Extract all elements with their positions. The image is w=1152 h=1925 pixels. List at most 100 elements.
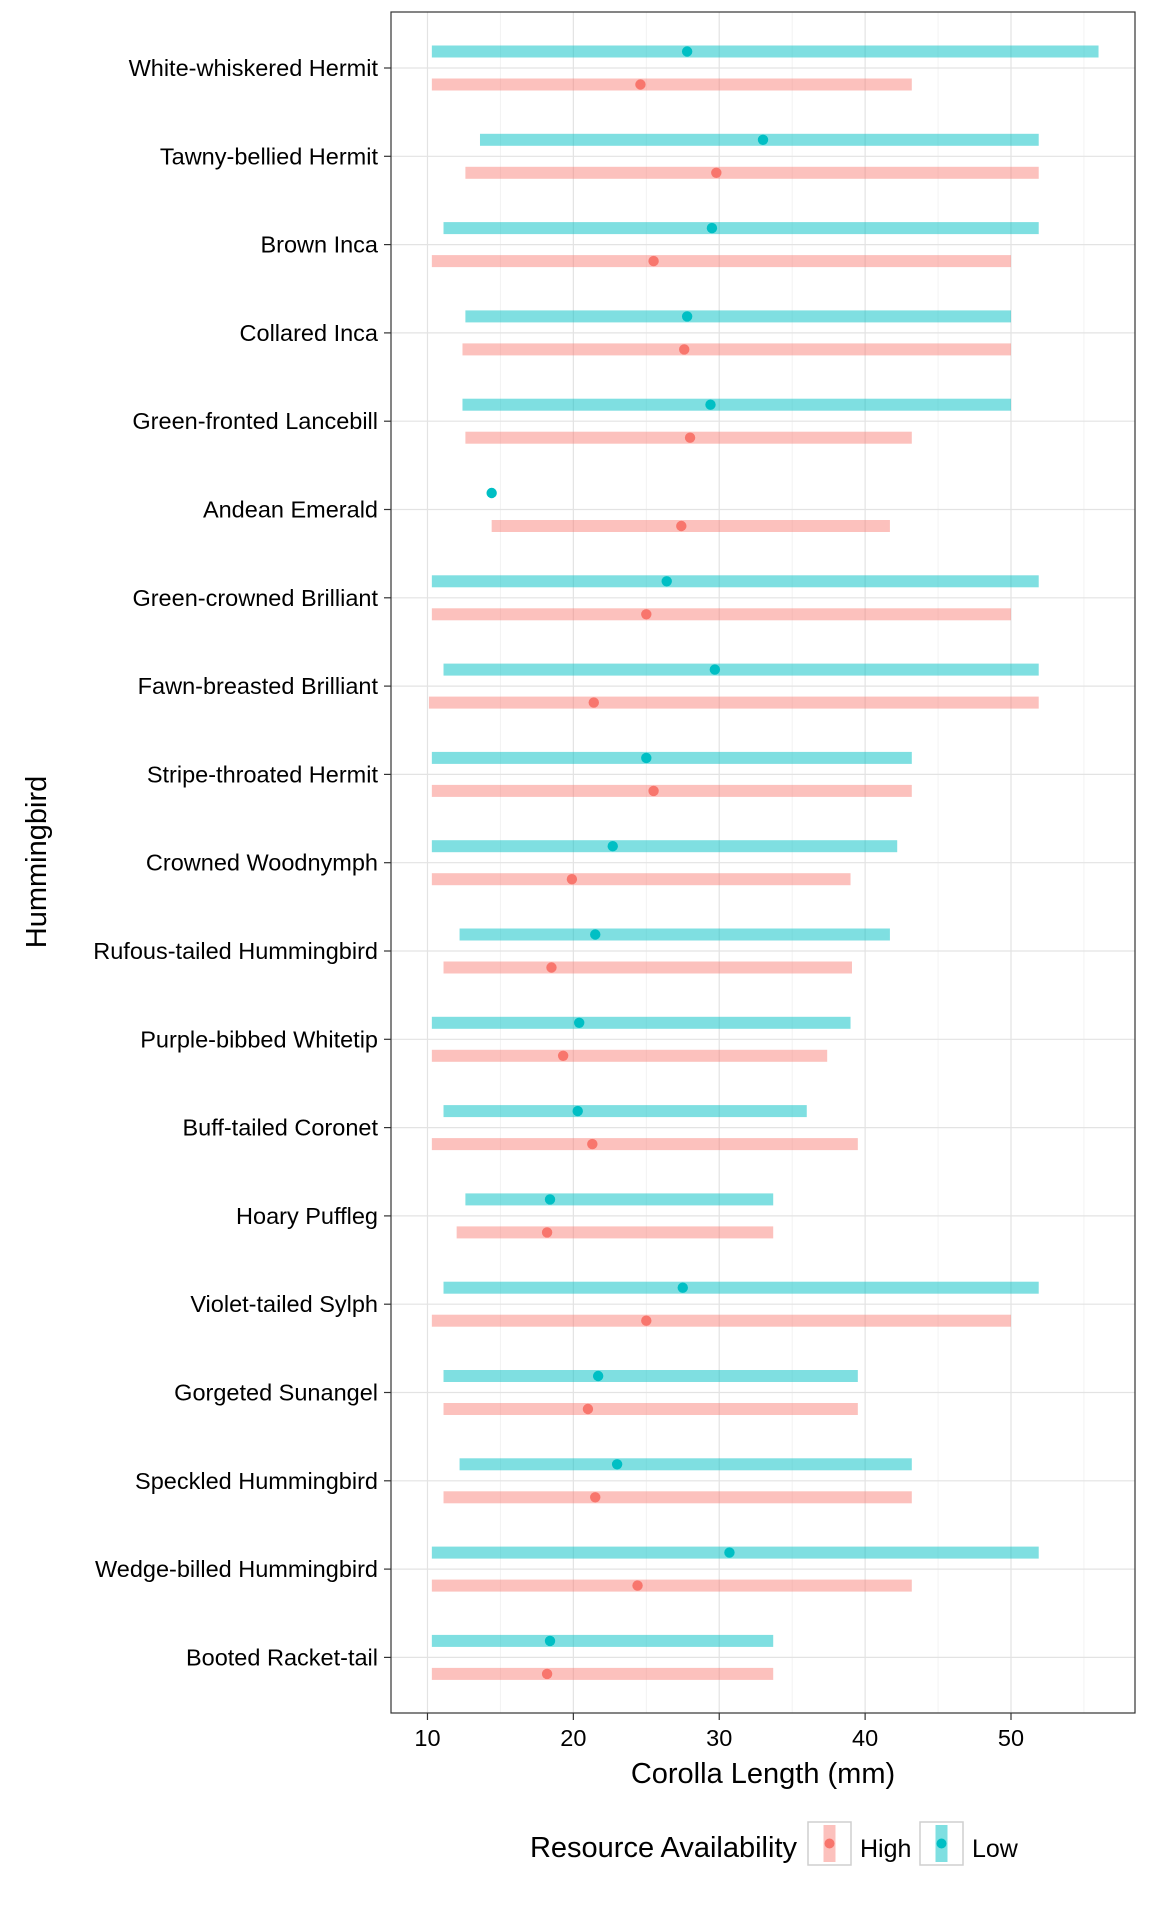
range-bar-low (443, 1370, 858, 1382)
range-bar-high (431, 1049, 828, 1062)
mean-point-high (635, 79, 646, 90)
mean-point-low (590, 929, 601, 940)
mean-point-low (611, 1459, 623, 1470)
y-tick-label: Booted Racket-tail (186, 1644, 378, 1670)
mean-point-low (681, 311, 693, 322)
y-tick-label: Stripe-throated Hermit (147, 761, 379, 787)
mean-point-high (541, 1668, 553, 1680)
mean-point-high (587, 1138, 598, 1150)
legend-dot-high (824, 1838, 835, 1849)
mean-point-high (588, 697, 599, 708)
mean-point-low (724, 1547, 735, 1558)
mean-point-low (544, 1635, 556, 1647)
mean-point-low (641, 752, 652, 764)
y-axis-title: Hummingbird (21, 776, 53, 948)
range-bar-high (462, 343, 1011, 356)
range-bar-high (431, 255, 1011, 268)
x-tick-label: 30 (706, 1725, 732, 1751)
y-tick-label: White-whiskered Hermit (129, 55, 379, 81)
range-bar-low (431, 840, 898, 853)
range-bar-low (462, 398, 1011, 411)
mean-point-high (641, 609, 652, 620)
y-tick-label: Gorgeted Sunangel (174, 1380, 378, 1406)
mean-point-high (648, 785, 659, 797)
range-bar-high (443, 1403, 858, 1415)
y-tick-label: Brown Inca (260, 232, 378, 258)
range-bar-high (431, 1667, 774, 1680)
y-tick-label: Buff-tailed Coronet (182, 1115, 378, 1141)
range-bar-high (443, 1491, 912, 1504)
x-tick-label: 20 (560, 1725, 586, 1751)
x-axis-title: Corolla Length (mm) (631, 1758, 895, 1790)
mean-point-low (572, 1105, 583, 1117)
range-bar-high (431, 873, 851, 886)
range-bar-high (431, 1314, 1011, 1327)
x-tick-label: 10 (414, 1725, 440, 1751)
y-tick-label: Purple-bibbed Whitetip (140, 1026, 378, 1052)
range-bar-low (431, 1546, 1039, 1559)
mean-point-high (679, 344, 690, 355)
mean-point-high (582, 1403, 594, 1415)
mean-point-low (677, 1282, 688, 1293)
mean-point-low (709, 664, 721, 675)
mean-point-high (557, 1050, 569, 1062)
y-tick-label: Hoary Puffleg (236, 1203, 378, 1229)
mean-point-high (632, 1580, 643, 1591)
legend-label-high: High (860, 1835, 911, 1863)
mean-point-high (711, 167, 722, 178)
range-bar-high (443, 961, 852, 974)
x-tick-label: 50 (998, 1725, 1024, 1751)
axes: White-whiskered Hermit Tawny-bellied Herm… (93, 55, 1024, 1751)
mean-point-low (661, 576, 672, 587)
y-tick-label: Rufous-tailed Hummingbird (93, 938, 378, 964)
y-tick-label: Tawny-bellied Hermit (160, 143, 379, 169)
mean-point-low (592, 1370, 604, 1382)
mean-point-high (648, 255, 659, 267)
y-tick-label: Fawn-breasted Brilliant (138, 673, 379, 699)
range-bar-high (431, 784, 912, 797)
y-tick-label: Andean Emerald (203, 497, 378, 523)
mean-point-high (676, 520, 687, 532)
range-bar-high (428, 696, 1039, 709)
grid (391, 12, 1135, 1713)
y-tick-label: Crowned Woodnymph (146, 850, 378, 876)
y-tick-label: Green-fronted Lancebill (132, 408, 378, 434)
range-bar-low (465, 1193, 774, 1206)
range-bar-low (459, 928, 890, 941)
legend-label-low: Low (972, 1835, 1019, 1863)
range-bar-high (431, 1138, 858, 1151)
mean-point-high (541, 1227, 553, 1238)
mean-point-low (544, 1194, 556, 1205)
range-bar-low (459, 1458, 912, 1471)
range-bar-low (443, 222, 1039, 235)
mean-point-low (706, 222, 718, 234)
y-tick-label: Violet-tailed Sylph (190, 1291, 378, 1317)
mean-point-low (705, 399, 716, 410)
legend: Resource Availability High Low (530, 1821, 1019, 1866)
y-tick-label: Wedge-billed Hummingbird (95, 1556, 378, 1582)
range-bar-low (443, 1281, 1039, 1294)
range-bar-high (431, 608, 1011, 621)
range-bar-low (431, 1634, 774, 1647)
mean-point-low (607, 841, 618, 852)
range-bar-low (431, 575, 1039, 588)
x-tick-label: 40 (852, 1725, 878, 1751)
range-bar-high (465, 166, 1039, 179)
mean-point-high (641, 1315, 652, 1326)
range-bar-low (443, 663, 1039, 676)
range-bar-high (456, 1226, 774, 1239)
mean-point-high (684, 432, 696, 443)
range-bar-low (443, 1105, 807, 1118)
legend-title: Resource Availability (530, 1832, 798, 1864)
legend-dot-low (936, 1838, 947, 1849)
range-bar-low (465, 310, 1011, 323)
mean-point-high (590, 1492, 601, 1503)
mean-point-high (566, 874, 578, 885)
data-marks (428, 45, 1099, 1680)
range-bar-high (431, 1579, 912, 1592)
y-tick-label: Speckled Hummingbird (135, 1468, 378, 1494)
range-bar-low (431, 45, 1099, 58)
y-tick-label: Collared Inca (240, 320, 379, 346)
range-bar-high (491, 520, 890, 532)
